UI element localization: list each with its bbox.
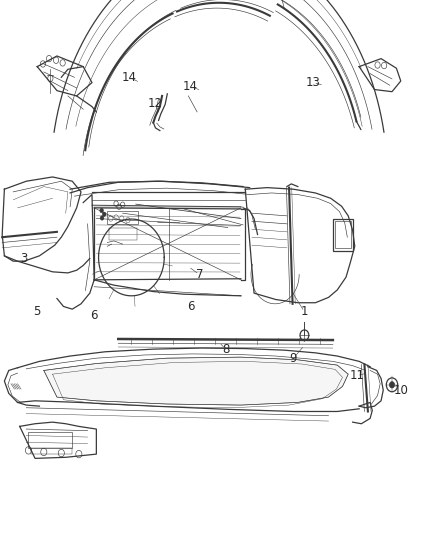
Text: 7: 7 — [195, 268, 203, 281]
Circle shape — [389, 382, 395, 388]
Text: 5: 5 — [34, 305, 41, 318]
Circle shape — [100, 208, 103, 213]
Bar — [31, 448, 72, 454]
Text: 13: 13 — [306, 76, 321, 89]
Bar — [28, 432, 72, 448]
Polygon shape — [44, 357, 348, 405]
Text: 9: 9 — [290, 352, 297, 365]
Text: 8: 8 — [222, 343, 229, 356]
Circle shape — [102, 212, 106, 216]
Circle shape — [100, 216, 104, 220]
Text: 6: 6 — [187, 300, 194, 313]
Text: 11: 11 — [350, 369, 364, 382]
Bar — [109, 228, 137, 240]
Text: 14: 14 — [122, 71, 137, 84]
Text: 10: 10 — [393, 384, 408, 397]
Bar — [335, 221, 351, 248]
Text: 6: 6 — [90, 309, 98, 322]
Bar — [333, 219, 353, 251]
Text: 3: 3 — [21, 252, 28, 265]
Text: 14: 14 — [183, 80, 198, 93]
Text: 12: 12 — [148, 98, 163, 110]
Bar — [107, 211, 138, 224]
Text: 1: 1 — [300, 305, 308, 318]
